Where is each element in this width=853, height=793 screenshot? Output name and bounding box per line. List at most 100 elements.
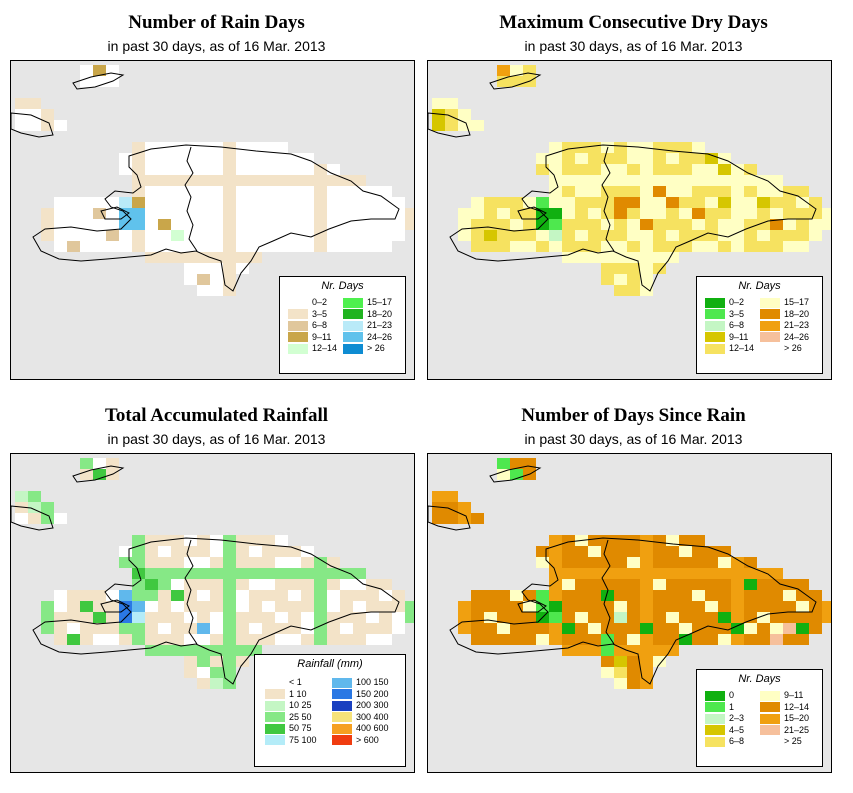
grid-cell (41, 109, 54, 120)
grid-cell (497, 230, 510, 241)
grid-cell (197, 208, 210, 219)
legend-swatch (343, 320, 363, 331)
grid-cell (510, 590, 523, 601)
grid-cell (588, 197, 601, 208)
grid-cell (796, 634, 809, 645)
grid-cell (379, 612, 392, 623)
grid-cell (392, 230, 405, 241)
grid-cell (653, 579, 666, 590)
grid-cell (731, 612, 744, 623)
legend-col: 0–2 3–5 6–8 9–11 12–14 (705, 297, 754, 355)
grid-cell (275, 241, 288, 252)
grid-cell (145, 164, 158, 175)
grid-cell (249, 645, 262, 656)
grid-cell (796, 241, 809, 252)
grid-cell (679, 175, 692, 186)
panel-subtitle: in past 30 days, as of 16 Mar. 2013 (524, 38, 743, 54)
grid-cell (67, 634, 80, 645)
grid-cell (197, 678, 210, 689)
legend-label: 3–5 (729, 308, 745, 319)
grid-cell (275, 579, 288, 590)
grid-cell (562, 601, 575, 612)
grid-cell (327, 557, 340, 568)
grid-cell (783, 186, 796, 197)
country-border (601, 539, 615, 645)
grid-cell (275, 601, 288, 612)
grid-cell (327, 219, 340, 230)
grid-cell (653, 568, 666, 579)
grid-cell (627, 219, 640, 230)
grid-cell (210, 252, 223, 263)
grid-cell (67, 230, 80, 241)
grid-cell (249, 230, 262, 241)
grid-cell (432, 120, 445, 131)
legend-item: 0–2 (705, 297, 754, 309)
grid-cell (640, 612, 653, 623)
grid-cell (679, 601, 692, 612)
grid-cell (562, 557, 575, 568)
grid-cell (640, 667, 653, 678)
grid-cell (653, 219, 666, 230)
grid-cell (184, 667, 197, 678)
legend-col: 15–17 18–20 21–23 24–26 > 26 (343, 297, 392, 355)
coastline (428, 505, 471, 531)
grid-cell (627, 241, 640, 252)
grid-cell (158, 153, 171, 164)
grid-cell (731, 241, 744, 252)
grid-cell (67, 612, 80, 623)
legend-swatch (288, 332, 308, 343)
grid-cell (653, 142, 666, 153)
grid-cell (197, 656, 210, 667)
grid-cell (692, 186, 705, 197)
grid-cell (223, 557, 236, 568)
coastline (449, 537, 817, 685)
grid-cell (119, 241, 132, 252)
grid-cell (145, 590, 158, 601)
grid-cell (197, 645, 210, 656)
legend-swatch (332, 700, 352, 711)
grid-cell (536, 197, 549, 208)
grid-cell (197, 579, 210, 590)
grid-cell (41, 623, 54, 634)
grid-cell (54, 513, 67, 524)
grid-cell (679, 623, 692, 634)
grid-cell (666, 557, 679, 568)
grid-cell (640, 546, 653, 557)
grid-cell (731, 219, 744, 230)
grid-cell (236, 252, 249, 263)
grid-cell (588, 634, 601, 645)
grid-cell (93, 634, 106, 645)
grid-cell (549, 601, 562, 612)
grid-cell (340, 623, 353, 634)
grid-cell (588, 252, 601, 263)
grid-cell (666, 601, 679, 612)
grid-cell (379, 219, 392, 230)
grid-cell (562, 568, 575, 579)
grid-cell (184, 590, 197, 601)
grid-cell (41, 601, 54, 612)
legend-swatch (332, 689, 352, 700)
grid-cell (744, 601, 757, 612)
grid-cell (705, 623, 718, 634)
grid-cell (588, 153, 601, 164)
grid-cell (236, 142, 249, 153)
grid-cell (809, 219, 822, 230)
grid-cell (236, 263, 249, 274)
grid-cell (41, 208, 54, 219)
grid-cell (132, 241, 145, 252)
grid-cell (262, 241, 275, 252)
grid-cell (614, 252, 627, 263)
grid-cell (327, 612, 340, 623)
grid-cell (197, 186, 210, 197)
grid-cell (54, 634, 67, 645)
grid-cell (210, 186, 223, 197)
grid-cell (614, 241, 627, 252)
grid-cell (614, 164, 627, 175)
grid-cell (236, 208, 249, 219)
legend-label: 9–11 (312, 331, 332, 342)
grid-cell (510, 241, 523, 252)
grid-cell (327, 230, 340, 241)
grid-cell (197, 175, 210, 186)
grid-cell (783, 623, 796, 634)
map-area: Nr. Days 0–2 3–5 6–8 9–11 12–14 15–17 18–20 21… (10, 60, 415, 380)
